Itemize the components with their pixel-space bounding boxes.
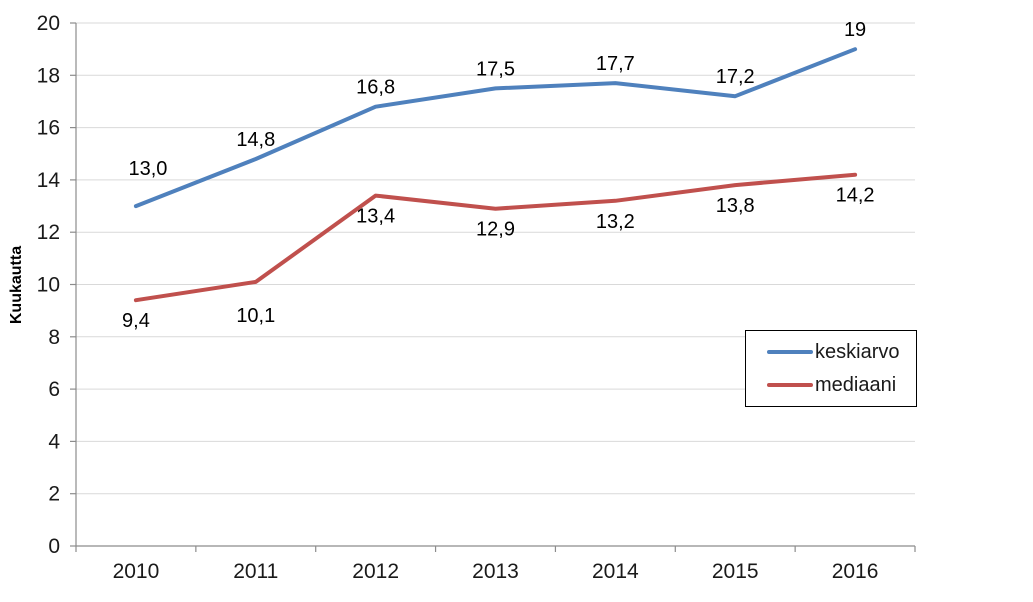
data-label-mediaani: 12,9 <box>476 219 515 241</box>
y-tick-label: 8 <box>48 326 60 349</box>
data-label-mediaani: 13,2 <box>596 211 635 233</box>
data-label-mediaani: 13,4 <box>356 206 395 228</box>
y-tick-label: 10 <box>37 274 60 297</box>
x-tick-label: 2014 <box>592 560 639 583</box>
data-label-mediaani: 9,4 <box>122 310 150 332</box>
data-label-mediaani: 14,2 <box>836 185 875 207</box>
data-label-keskiarvo: 14,8 <box>236 129 275 151</box>
legend-entry-keskiarvo: keskiarvo <box>767 342 916 362</box>
y-tick-label: 6 <box>48 378 60 401</box>
series-line-keskiarvo <box>133 47 858 209</box>
legend-line-sample-mediaani <box>767 383 813 387</box>
series-line-mediaani <box>133 172 858 303</box>
data-label-keskiarvo: 16,8 <box>356 77 395 99</box>
y-tick-label: 14 <box>37 169 61 192</box>
y-tick-label: 0 <box>48 535 60 558</box>
data-label-keskiarvo: 17,5 <box>476 58 515 80</box>
data-label-keskiarvo: 19 <box>844 19 866 41</box>
data-label-keskiarvo: 17,2 <box>716 66 755 88</box>
data-label-keskiarvo: 13,0 <box>128 158 167 180</box>
y-axis-title: Kuukautta <box>8 245 25 325</box>
data-label-keskiarvo: 17,7 <box>596 53 635 75</box>
x-tick-label: 2013 <box>472 560 519 583</box>
data-label-mediaani: 10,1 <box>236 305 275 327</box>
x-tick-label: 2016 <box>832 560 879 583</box>
y-tick-label: 12 <box>37 221 60 244</box>
y-tick-label: 18 <box>37 64 60 87</box>
legend-entry-mediaani: mediaani <box>767 375 916 395</box>
legend-label-keskiarvo: keskiarvo <box>815 341 900 363</box>
x-tick-label: 2012 <box>352 560 399 583</box>
y-tick-label: 4 <box>48 430 60 453</box>
y-tick-label: 2 <box>48 483 60 506</box>
y-tick-label: 20 <box>37 12 60 35</box>
x-tick-label: 2011 <box>233 560 278 583</box>
x-tick-label: 2015 <box>712 560 759 583</box>
y-tick-label: 16 <box>37 117 60 140</box>
legend: keskiarvo mediaani <box>745 330 917 407</box>
x-tick-label: 2010 <box>113 560 160 583</box>
legend-label-mediaani: mediaani <box>815 374 897 396</box>
data-label-mediaani: 13,8 <box>716 195 755 217</box>
legend-line-sample-keskiarvo <box>767 350 813 354</box>
